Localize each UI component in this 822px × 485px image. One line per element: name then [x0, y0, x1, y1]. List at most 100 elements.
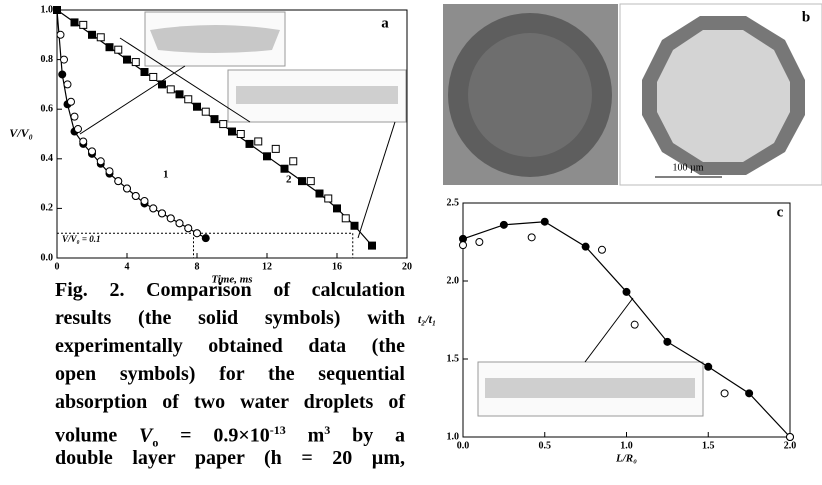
point	[114, 45, 123, 54]
point	[263, 152, 271, 161]
x-tick-label: 20	[402, 261, 412, 272]
point	[597, 245, 606, 254]
y-tick-label: 0.2	[41, 203, 54, 214]
y-tick-label: 0.0	[41, 252, 54, 263]
point	[745, 389, 754, 398]
x-axis-label: Time, ms	[211, 274, 252, 286]
panel-label: c	[777, 204, 784, 220]
panel-label: b	[802, 9, 810, 25]
point	[786, 433, 794, 441]
point	[131, 58, 140, 67]
point	[131, 192, 140, 200]
point	[475, 238, 484, 246]
text: = 0.9×10	[158, 424, 270, 447]
y-tick-label: 0.4	[41, 153, 54, 164]
point	[149, 72, 158, 81]
text: volume	[55, 424, 140, 447]
y-tick-label: 1.0	[41, 4, 54, 15]
point	[105, 43, 114, 52]
text: by a	[330, 424, 406, 447]
caption-line: absorption of two water droplets of	[55, 391, 405, 413]
point	[166, 214, 175, 223]
x-tick-label: 12	[262, 261, 272, 272]
x-tick-label: 2.0	[784, 440, 797, 451]
inset-drop	[150, 25, 280, 53]
stain-center	[468, 33, 592, 157]
point	[581, 242, 590, 251]
caption-line: results (the solid symbols) with	[55, 307, 405, 329]
point	[114, 177, 123, 186]
point	[140, 68, 149, 76]
point	[315, 189, 324, 198]
y-tick-label: 1.0	[447, 431, 460, 442]
point	[79, 20, 88, 29]
point	[306, 177, 315, 186]
point	[74, 125, 82, 134]
point	[341, 214, 350, 223]
x-tick-label: 0.5	[539, 440, 552, 451]
point	[289, 157, 298, 166]
model-center	[657, 30, 790, 162]
point	[333, 204, 341, 213]
point	[158, 209, 166, 218]
point	[53, 6, 61, 14]
point	[79, 137, 88, 146]
point	[298, 177, 306, 186]
point	[254, 137, 263, 146]
point	[88, 147, 96, 156]
point	[720, 389, 729, 398]
point	[88, 30, 96, 39]
x-tick-label: 4	[125, 261, 130, 272]
caption-line: double layer paper (h = 20 µm,	[55, 447, 405, 469]
text: m	[285, 424, 325, 447]
point	[175, 90, 184, 99]
point	[630, 320, 639, 329]
x-tick-label: 16	[332, 261, 342, 272]
point	[96, 33, 105, 42]
point	[193, 102, 201, 111]
text: V	[139, 424, 153, 447]
caption-line: open symbols) for the sequential	[55, 363, 405, 385]
point	[236, 130, 245, 138]
point	[280, 164, 289, 173]
panel-label: a	[381, 15, 389, 31]
y-axis-label: V/V₀	[9, 126, 33, 140]
plot-frame	[56, 9, 408, 259]
point	[96, 157, 105, 166]
point	[228, 127, 236, 136]
y-axis-label: t₂/t₁	[418, 312, 436, 326]
caption-line: Fig. 2. Comparison of calculation	[55, 279, 405, 301]
point	[70, 112, 79, 121]
point	[149, 204, 158, 213]
inset-drop	[236, 86, 398, 104]
point	[123, 55, 131, 64]
x-tick-label: 1.0	[620, 440, 633, 451]
text: -13	[269, 423, 286, 437]
point	[63, 80, 72, 89]
text: 3	[324, 423, 331, 437]
point	[175, 219, 184, 228]
point	[271, 144, 280, 153]
point	[540, 217, 549, 226]
x-axis-label: L/R₀	[615, 453, 637, 465]
point	[201, 107, 210, 116]
point	[58, 70, 67, 79]
x-tick-label: 0.0	[457, 440, 470, 451]
caption-line: experimentally obtained data (the	[55, 335, 405, 357]
x-tick-label: 0	[55, 261, 60, 272]
point	[350, 221, 359, 230]
point	[105, 167, 114, 176]
annotation: V/V₀ = 0.1	[62, 234, 101, 244]
point	[60, 55, 68, 64]
y-tick-label: 2.5	[447, 197, 460, 208]
inset-drop	[485, 378, 695, 398]
point	[140, 196, 149, 205]
caption-line: volume Vo = 0.9×10-13 m3 by a	[55, 416, 405, 457]
point	[193, 229, 201, 238]
point	[201, 234, 210, 243]
y-tick-label: 0.6	[41, 103, 54, 114]
annotation: 2	[286, 174, 292, 186]
point	[184, 224, 193, 233]
